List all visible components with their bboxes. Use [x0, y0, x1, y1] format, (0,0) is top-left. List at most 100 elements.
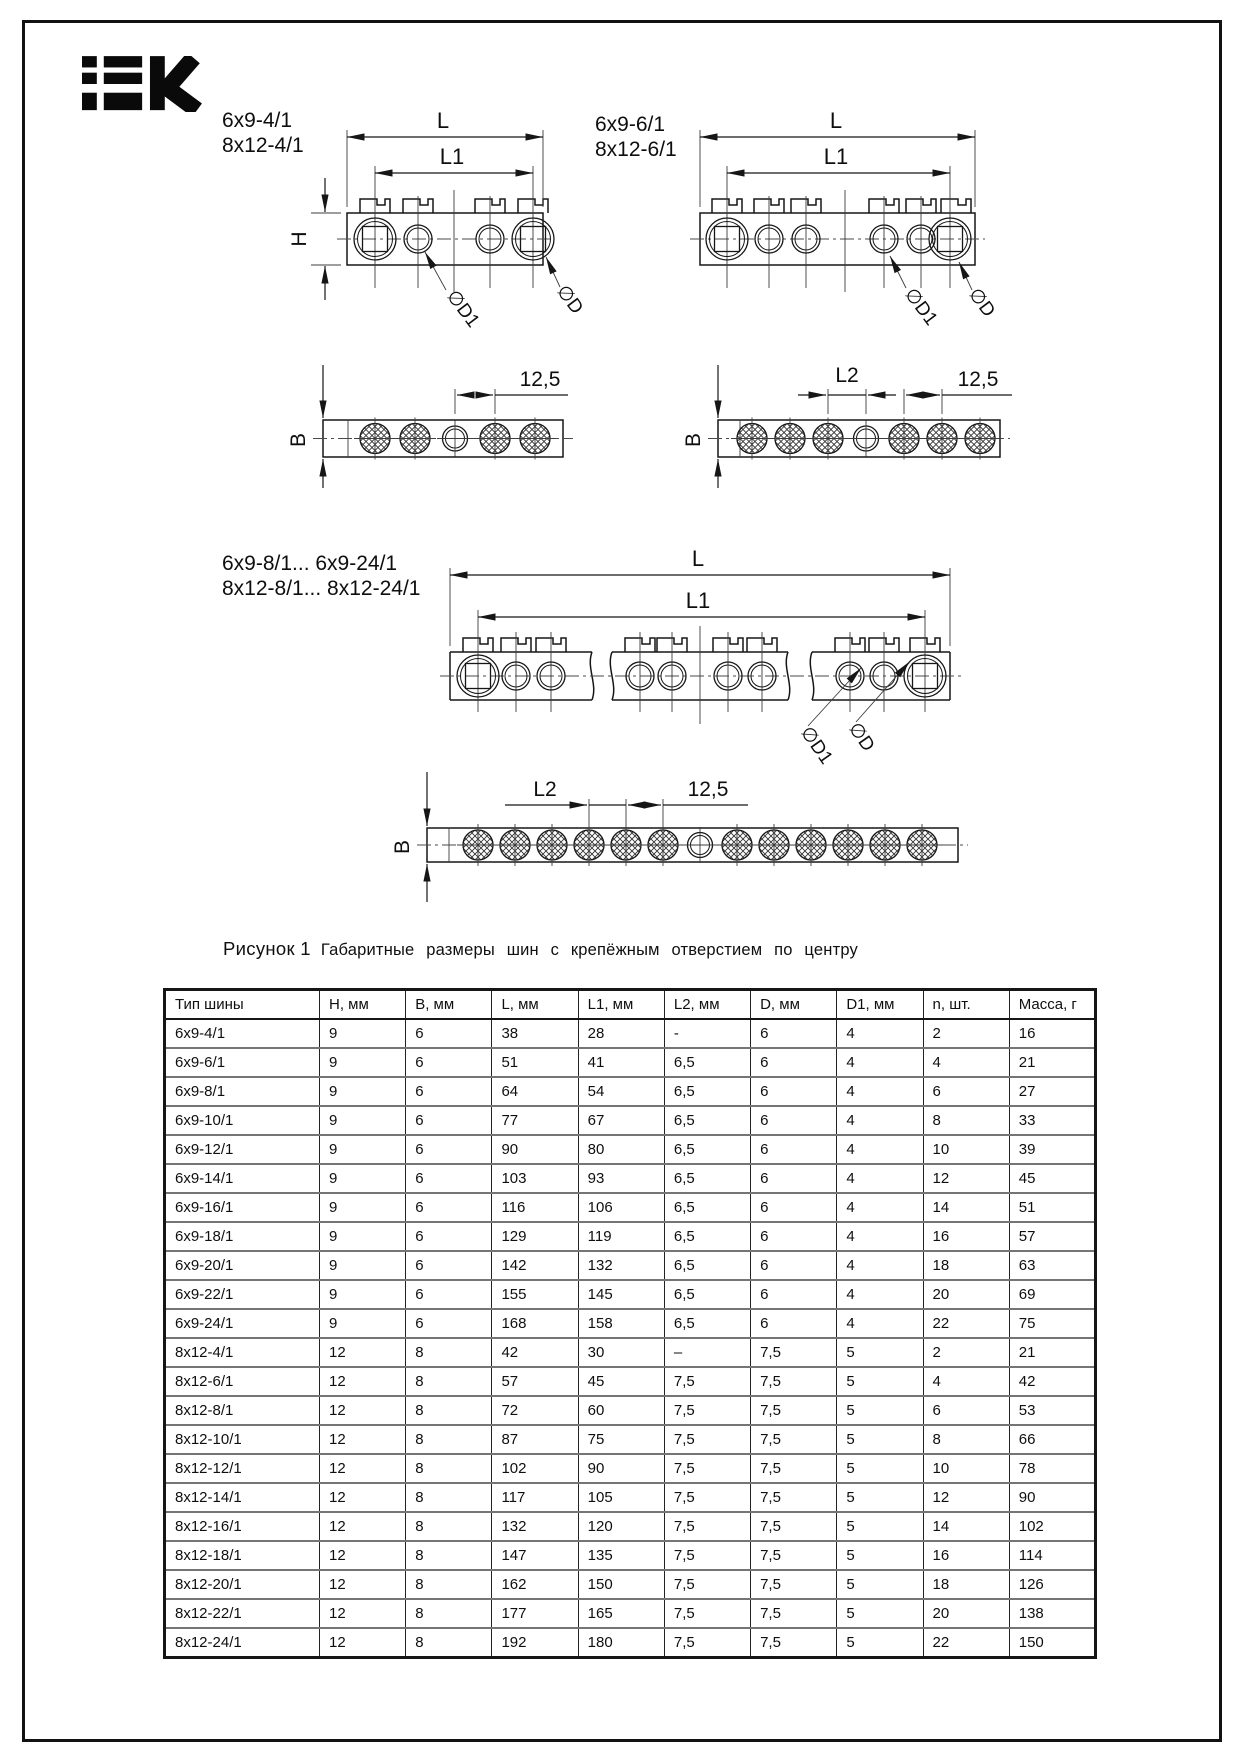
value-cell: 8	[405, 1483, 492, 1513]
table-row: 8x12-12/1 12 8 102 90 7,5 7,5 5 10 78	[164, 1454, 1096, 1484]
bus-type-cell: 8x12-18/1	[164, 1541, 320, 1571]
dim-label-l1: L1	[686, 588, 710, 613]
value-cell: 6,5	[663, 1135, 751, 1165]
value-cell: 6,5	[663, 1077, 751, 1107]
bus-type-cell: 6x9-20/1	[164, 1251, 320, 1281]
value-cell: 132	[491, 1512, 579, 1542]
table-row: 8x12-16/1 12 8 132 120 7,5 7,5 5 14 102	[164, 1512, 1096, 1542]
value-cell: 8	[922, 1106, 1010, 1136]
value-cell: 20	[922, 1599, 1010, 1629]
value-cell: 4	[836, 1135, 924, 1165]
value-cell: 177	[491, 1599, 579, 1629]
bus-type-cell: 6x9-22/1	[164, 1280, 320, 1310]
dim-label-d1: ∅D1	[442, 286, 483, 331]
value-cell: 6	[750, 1193, 837, 1223]
bus-type-cell: 6x9-18/1	[164, 1222, 320, 1252]
drawing-multi-side-view: L L1 ∅D1 ∅D	[440, 546, 962, 768]
value-cell: 6	[750, 1251, 837, 1281]
value-cell: 9	[318, 1309, 406, 1339]
dim-label-pitch: 12,5	[958, 368, 999, 391]
value-cell: 145	[577, 1280, 665, 1310]
value-cell: 12	[318, 1425, 406, 1455]
value-cell: 64	[491, 1077, 579, 1107]
value-cell: 7,5	[750, 1454, 837, 1484]
drawing-6-1-side-view: L L1 ∅D1 ∅D	[690, 108, 999, 330]
value-cell: 8	[405, 1570, 492, 1600]
iek-logo	[82, 56, 202, 112]
value-cell: 9	[318, 1164, 406, 1194]
variant-a-label-1: 6x9-4/1	[222, 109, 292, 132]
value-cell: 4	[836, 1077, 924, 1107]
value-cell: 9	[318, 1048, 406, 1078]
value-cell: 16	[922, 1541, 1010, 1571]
value-cell: 6,5	[663, 1309, 751, 1339]
value-cell: 103	[491, 1164, 579, 1194]
table-header-row: Тип шины H, мм B, мм L, мм L1, мм L2, мм D, мм…	[164, 989, 1096, 1020]
value-cell: 7,5	[750, 1599, 837, 1629]
value-cell: 6	[750, 1019, 837, 1049]
value-cell: 57	[491, 1367, 579, 1397]
value-cell: 27	[1008, 1077, 1096, 1107]
value-cell: 12	[318, 1541, 406, 1571]
figure-caption: Рисунок 1 Габаритные размеры шин с крепёж…	[223, 938, 858, 960]
value-cell: 4	[836, 1309, 924, 1339]
value-cell: 66	[1008, 1425, 1096, 1455]
value-cell: 7,5	[663, 1599, 751, 1629]
value-cell: 60	[577, 1396, 665, 1426]
dim-label-d: ∅D	[552, 281, 587, 318]
value-cell: 126	[1008, 1570, 1096, 1600]
bus-type-cell: 6x9-8/1	[164, 1077, 320, 1107]
value-cell: 6	[750, 1077, 837, 1107]
table-row: 6x9-4/1 9 6 38 28-6 4 2 16	[164, 1019, 1096, 1049]
value-cell: 106	[577, 1193, 665, 1223]
page-border	[22, 20, 1222, 1742]
value-cell: 12	[318, 1454, 406, 1484]
value-cell: 150	[577, 1570, 665, 1600]
value-cell: 6	[922, 1077, 1010, 1107]
value-cell: 2	[922, 1019, 1010, 1049]
value-cell: 7,5	[663, 1483, 751, 1513]
value-cell: 150	[1008, 1628, 1096, 1659]
value-cell: 8	[405, 1367, 492, 1397]
value-cell: 8	[405, 1425, 492, 1455]
value-cell: 7,5	[663, 1454, 751, 1484]
value-cell: 180	[577, 1628, 665, 1659]
value-cell: 33	[1008, 1106, 1096, 1136]
value-cell: 6	[750, 1309, 837, 1339]
value-cell: 20	[922, 1280, 1010, 1310]
value-cell: 102	[1008, 1512, 1096, 1542]
value-cell: 135	[577, 1541, 665, 1571]
value-cell: 22	[922, 1309, 1010, 1339]
dim-label-d: ∅D	[844, 719, 879, 756]
table-row: 6x9-10/1 9 6 77 67 6,5 6 4 8 33	[164, 1106, 1096, 1136]
value-cell: 12	[318, 1599, 406, 1629]
value-cell: 7,5	[750, 1338, 837, 1368]
value-cell: 4	[836, 1193, 924, 1223]
value-cell: 147	[491, 1541, 579, 1571]
value-cell: 12	[318, 1338, 406, 1368]
value-cell: 16	[1008, 1019, 1096, 1049]
value-cell: 116	[491, 1193, 579, 1223]
value-cell: 75	[1008, 1309, 1096, 1339]
value-cell: 155	[491, 1280, 579, 1310]
value-cell: 5	[836, 1367, 924, 1397]
value-cell: 12	[318, 1570, 406, 1600]
table-row: 6x9-16/1 9 6 116 106 6,5 6 4 14 51	[164, 1193, 1096, 1223]
value-cell: 6	[405, 1280, 492, 1310]
column-header: D, мм	[750, 989, 837, 1020]
value-cell: 28	[577, 1019, 665, 1049]
value-cell: 6	[405, 1222, 492, 1252]
value-cell: 168	[491, 1309, 579, 1339]
value-cell: 6,5	[663, 1193, 751, 1223]
value-cell: 51	[1008, 1193, 1096, 1223]
column-header: L1, мм	[577, 989, 665, 1020]
value-cell: 129	[491, 1222, 579, 1252]
dim-label-pitch: 12,5	[688, 778, 729, 801]
value-cell: 5	[836, 1338, 924, 1368]
value-cell: 54	[577, 1077, 665, 1107]
value-cell: 117	[491, 1483, 579, 1513]
bus-type-cell: 6x9-6/1	[164, 1048, 320, 1078]
bus-type-cell: 6x9-10/1	[164, 1106, 320, 1136]
value-cell: 7,5	[750, 1570, 837, 1600]
value-cell: 51	[491, 1048, 579, 1078]
